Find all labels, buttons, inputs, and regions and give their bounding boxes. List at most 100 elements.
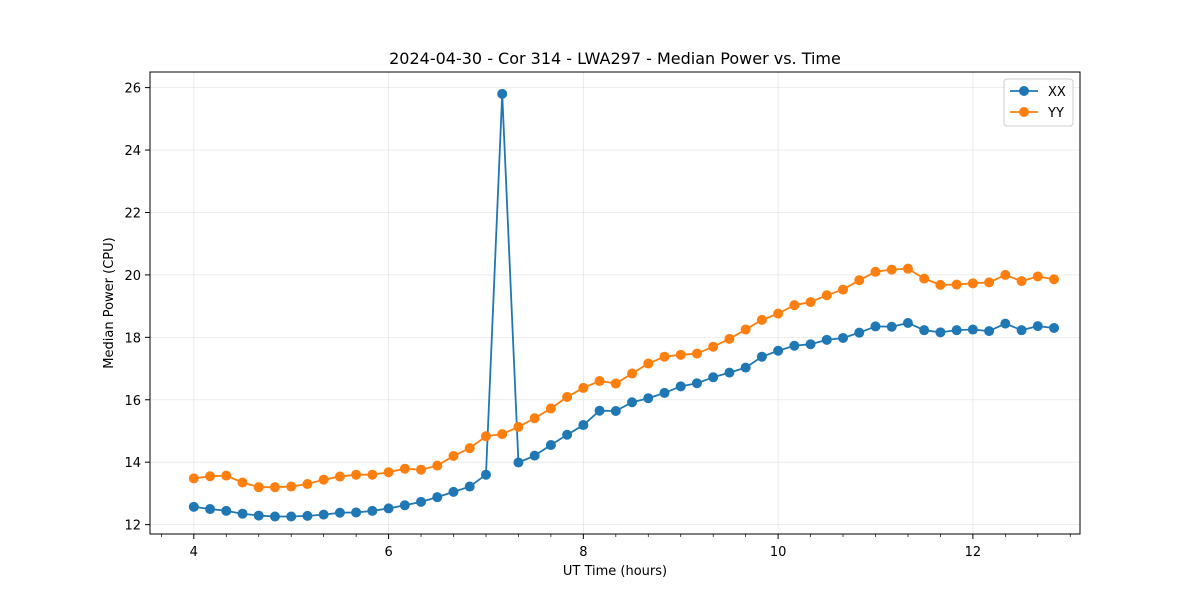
series-yy-point: [513, 421, 524, 432]
series-yy-point: [886, 264, 897, 275]
series-xx-point: [480, 469, 491, 480]
series-xx-point: [935, 327, 946, 338]
series-xx-point: [1016, 325, 1027, 336]
series-yy-point: [708, 341, 719, 352]
series-xx-point: [691, 378, 702, 389]
series-xx-point: [756, 351, 767, 362]
series-xx-point: [221, 505, 232, 516]
series-yy-point: [367, 469, 378, 480]
legend-yy-marker: [1019, 107, 1029, 117]
y-tick-label: 18: [124, 331, 141, 346]
series-xx-point: [643, 393, 654, 404]
series-xx-line: [193, 92, 1055, 518]
plot-area-frame: [149, 71, 1081, 535]
series-xx-point: [188, 501, 199, 512]
series-yy-point: [773, 308, 784, 319]
series-yy-point: [480, 431, 491, 442]
series-yy-point: [740, 324, 751, 335]
series-xx-point: [594, 405, 605, 416]
series-yy-point: [253, 482, 264, 493]
series-xx-point: [302, 510, 313, 521]
series-xx-point: [1032, 321, 1043, 332]
series-xx-point: [708, 372, 719, 383]
series-xx-point: [902, 317, 913, 328]
y-tick-label: 12: [124, 519, 141, 534]
series-xx-point: [562, 429, 573, 440]
chart-title: 2024-04-30 - Cor 314 - LWA297 - Median P…: [389, 49, 841, 68]
series-yy-point: [416, 464, 427, 475]
series-yy-point: [302, 479, 313, 490]
series-xx-point: [951, 325, 962, 336]
series-yy-point: [724, 333, 735, 344]
series-yy-point: [805, 297, 816, 308]
y-tick-label: 26: [124, 82, 141, 97]
series-xx-point: [367, 505, 378, 516]
series-yy-point: [269, 482, 280, 493]
series-xx-point: [578, 420, 589, 431]
y-axis: 12 14 16 18 20 22 24 26: [124, 82, 150, 534]
series-xx-point: [253, 510, 264, 521]
series-yy-point: [691, 348, 702, 359]
series-xx-point: [627, 397, 638, 408]
series-yy-point: [334, 471, 345, 482]
series-yy-point: [545, 403, 556, 414]
x-axis-label: UT Time (hours): [563, 564, 667, 579]
series-yy-point: [610, 378, 621, 389]
y-tick-label: 24: [124, 144, 141, 159]
series-yy-point: [286, 481, 297, 492]
series-xx-point: [1049, 322, 1060, 333]
series-xx-point: [886, 321, 897, 332]
x-tick-label: 8: [579, 545, 587, 560]
series-yy-point: [1032, 271, 1043, 282]
series-xx-point: [432, 492, 443, 503]
series-xx-point: [351, 507, 362, 518]
series-xx-point: [513, 457, 524, 468]
series-yy-point: [383, 467, 394, 478]
series-xx-point: [269, 511, 280, 522]
series-xx-point: [854, 327, 865, 338]
series-xx-point: [416, 496, 427, 507]
y-axis-label: Median Power (CPU): [102, 237, 117, 368]
legend-xx-label: XX: [1048, 85, 1066, 100]
series-yy-point: [919, 273, 930, 284]
legend-xx-marker: [1019, 86, 1029, 96]
grid-lines: [150, 72, 1080, 534]
series-xx-point: [838, 332, 849, 343]
series-xx-point: [675, 381, 686, 392]
series-xx-point: [334, 507, 345, 518]
x-tick-label: 6: [384, 545, 392, 560]
series-layer: [188, 88, 1060, 522]
series-xx-point: [464, 481, 475, 492]
x-tick-label: 10: [770, 545, 787, 560]
series-xx-point: [659, 387, 670, 398]
series-xx-point: [610, 406, 621, 417]
series-yy-point: [448, 450, 459, 461]
series-yy-point: [935, 279, 946, 290]
series-yy-point: [643, 358, 654, 369]
series-yy-point: [675, 349, 686, 360]
series-yy-point: [984, 277, 995, 288]
y-tick-label: 22: [124, 206, 141, 221]
series-xx-point: [821, 334, 832, 345]
series-xx-point: [399, 500, 410, 511]
series-yy-point: [399, 463, 410, 474]
series-xx-point: [789, 340, 800, 351]
series-xx-point: [205, 504, 216, 515]
series-yy-point: [902, 263, 913, 274]
series-xx-point: [805, 339, 816, 350]
series-yy-point: [318, 474, 329, 485]
series-xx-point: [318, 509, 329, 520]
series-yy-point: [951, 279, 962, 290]
series-yy-point: [497, 429, 508, 440]
series-xx-point: [870, 321, 881, 332]
series-yy-line: [193, 267, 1055, 489]
series-xx-point: [286, 511, 297, 522]
series-yy-point: [870, 266, 881, 277]
series-xx-point: [383, 503, 394, 514]
series-yy-point: [659, 351, 670, 362]
series-yy-point: [854, 275, 865, 286]
x-tick-label: 4: [190, 545, 198, 560]
y-tick-label: 16: [124, 394, 141, 409]
series-xx-point: [724, 367, 735, 378]
series-xx-point: [919, 325, 930, 336]
